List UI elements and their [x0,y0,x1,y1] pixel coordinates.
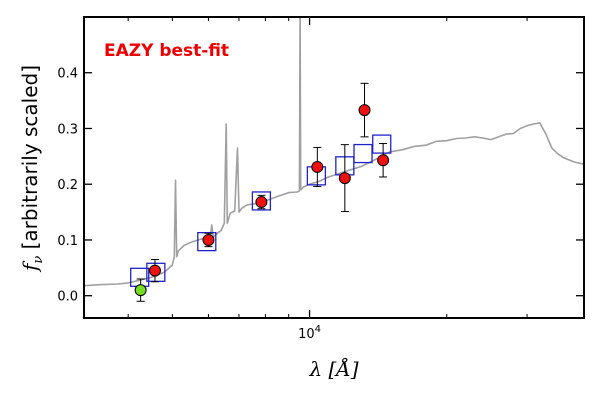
model-flux-box [251,191,272,211]
spectrum-line [84,17,584,287]
y-axis-label-sub: ν [31,256,46,264]
observed-point [377,154,390,167]
observed-point [202,233,215,246]
y-axis-label-text: [arbitrarily scaled] [18,65,42,249]
model-flux-box [353,143,373,164]
model-flux-box [372,134,392,154]
y-tick-label: 0.0 [57,290,78,305]
y-axis-label: fν [arbitrarily scaled] [18,65,46,273]
observed-point [311,160,324,173]
model-fit-series [130,134,392,287]
model-flux-box [197,231,217,252]
best-fit-annotation: EAZY best-fit [104,41,229,61]
y-tick-label: 0.1 [57,234,78,249]
x-axis-label-unit: [Å] [328,356,358,381]
observed-photometry-series [134,82,390,302]
nondetection-point [134,284,147,297]
y-tick-label: 0.3 [57,122,78,137]
axis-ticks: 0.0 0.1 0.2 0.3 0.4 104 [57,17,584,342]
x-tick-label: 104 [298,324,321,342]
plot-frame [83,16,585,319]
observed-point [148,264,161,277]
spectrum-series [84,17,584,287]
model-flux-box [130,267,150,287]
x-axis-label-symbol: λ [308,357,322,381]
observed-point [358,104,371,117]
observed-point [338,172,351,185]
x-axis-label: λ [Å] [308,356,358,381]
y-tick-label: 0.4 [57,67,78,82]
observed-point [255,196,268,209]
y-tick-label: 0.2 [57,178,78,193]
